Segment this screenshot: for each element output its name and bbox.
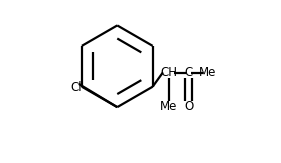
Text: Me: Me <box>199 66 216 79</box>
Text: CH: CH <box>160 66 177 79</box>
Text: C: C <box>184 66 193 79</box>
Text: Me: Me <box>160 100 177 113</box>
Text: O: O <box>184 100 193 113</box>
Text: Cl: Cl <box>70 81 81 94</box>
